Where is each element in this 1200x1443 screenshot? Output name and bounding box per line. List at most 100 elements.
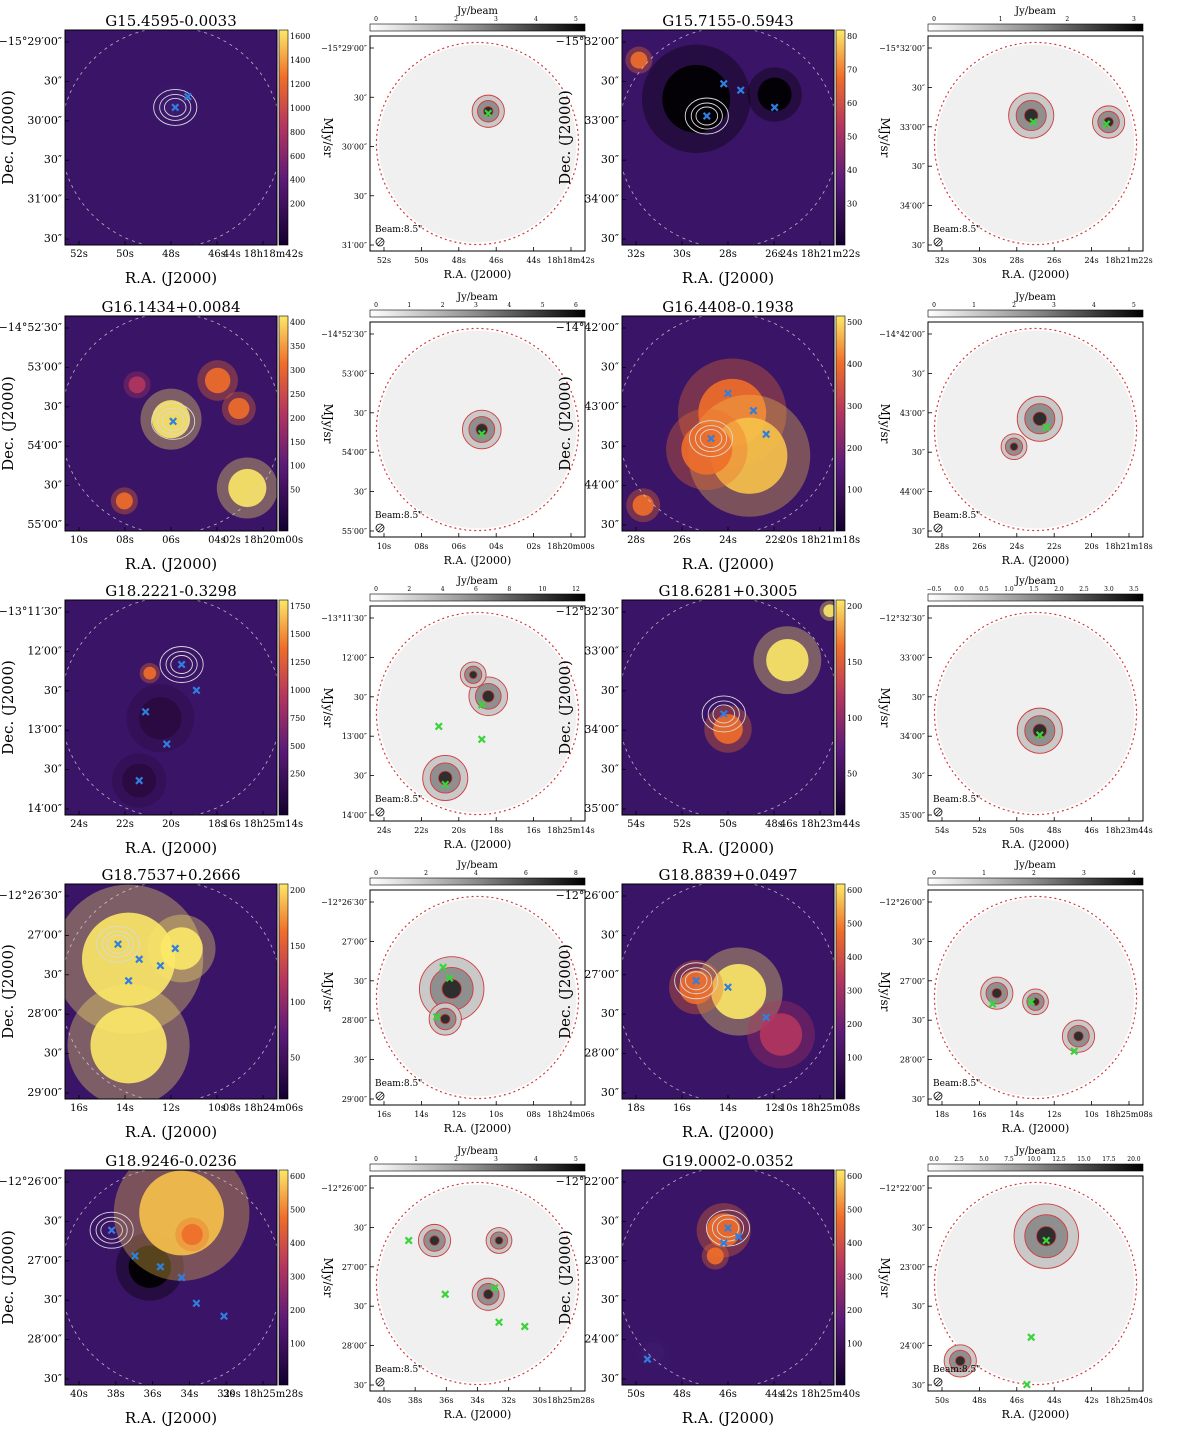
beam-label: Beam:8.5" — [375, 1079, 422, 1089]
ir-dec-tick-label: −12°32′30″ — [556, 605, 619, 618]
dec-axis-label: Dec. (J2000) — [556, 376, 574, 471]
mm-dec-tick-label: 30″ — [354, 1223, 367, 1232]
mm-colorbar-tick: 5.0 — [979, 1156, 989, 1163]
mm-colorbar-unit: Jy/beam — [456, 292, 498, 303]
ir-contour — [163, 97, 187, 117]
ir-colorbar-tick: 600 — [290, 1172, 305, 1181]
ir-colorbar-tick: 200 — [290, 1306, 305, 1315]
mm-dec-tick-label: 30″ — [912, 1302, 925, 1311]
ir-source — [81, 912, 176, 1006]
ir-colorbar — [278, 1169, 289, 1386]
ir-colorbar — [835, 599, 846, 816]
ir-colorbar-tick: 70 — [847, 66, 857, 75]
ir-dec-tick-label: −12°26′00″ — [556, 889, 619, 902]
ir-source — [632, 494, 654, 516]
mm-ra-axis-label: R.A. (J2000) — [1002, 554, 1070, 567]
mm-ra-tick-label: 14s — [1010, 1110, 1024, 1119]
mm-ra-tick-label: 10s — [489, 1110, 503, 1119]
mm-ra-tick-label: 24s — [1010, 542, 1024, 551]
ir-colorbar-tick: 30 — [847, 200, 857, 209]
ir-contour — [159, 93, 192, 121]
mm-ra-axis-label: R.A. (J2000) — [1002, 1408, 1070, 1421]
mm-dec-tick-label: 28′00″ — [342, 1016, 367, 1025]
ir-source — [228, 397, 250, 420]
ir-source — [90, 1007, 167, 1084]
ir-source — [823, 604, 834, 618]
ir-colorbar-tick: 100 — [847, 1340, 862, 1349]
mm-dec-tick-label: 30″ — [912, 693, 925, 702]
mm-ra-tick-label: 02s — [526, 542, 540, 551]
ir-emission — [65, 316, 277, 531]
mm-ra-tick-label: 32s — [935, 256, 949, 265]
ir-ra-tick-label: 30s — [673, 249, 691, 260]
ir-colorbar-tick: 50 — [290, 486, 300, 495]
mm-colorbar-tick: 0.0 — [954, 586, 964, 593]
mm-ra-tick-label: 22s — [1047, 542, 1061, 551]
ir-ra-tick-label: 20s 18h21m18s — [780, 535, 860, 546]
core-marker-blue — [770, 103, 779, 112]
beam-ellipse — [375, 237, 385, 247]
ir-ra-tick-label: 44s — [765, 1389, 783, 1400]
mm-colorbar-tick: 2 — [1012, 302, 1016, 309]
core-marker-green — [1035, 731, 1044, 739]
mm-ra-tick-label: 16s — [526, 826, 540, 835]
core-marker-green — [477, 735, 486, 744]
mm-dec-tick-label: −15°32′00″ — [879, 44, 925, 53]
beam-label: Beam:8.5" — [933, 795, 980, 805]
ir-dec-tick-label: 35′00″ — [584, 802, 619, 815]
ir-source — [630, 51, 648, 69]
ir-source — [139, 697, 182, 740]
ir-source — [160, 90, 191, 121]
mm-dec-tick-label: 30″ — [912, 369, 925, 378]
ir-colorbar-tick: 100 — [290, 1340, 305, 1349]
ir-ra-tick-label: 42s 18h25m40s — [780, 1389, 860, 1400]
mm-ra-tick-label: 16s — [972, 1110, 986, 1119]
core-marker-blue — [762, 1013, 771, 1022]
mm-ra-tick-label: 40s — [377, 1396, 391, 1405]
mm-colorbar — [369, 23, 586, 32]
mm-colorbar-tick: 8 — [574, 870, 578, 877]
ir-contour — [711, 1214, 745, 1242]
ir-contour — [680, 967, 713, 995]
ir-image — [622, 600, 834, 815]
mm-ra-tick-label: 18h25m14s — [547, 826, 594, 835]
core-marker-green — [490, 1283, 499, 1292]
mm-edge-contour — [933, 1181, 1138, 1386]
mm-ra-tick-label: 54s — [935, 826, 949, 835]
mm-ra-tick-label: 08s — [526, 1110, 540, 1119]
mm-dec-tick-label: 30″ — [912, 937, 925, 946]
core-marker-blue — [192, 1299, 201, 1308]
ir-dec-tick-label: 30″ — [601, 1293, 619, 1306]
mm-dec-tick-label: 27′00″ — [342, 937, 367, 946]
mm-ra-tick-label: 44s — [526, 256, 540, 265]
ir-colorbar-tick: 80 — [847, 32, 857, 41]
beam-hatch — [934, 1092, 942, 1101]
ir-contour — [684, 97, 729, 135]
core-marker-blue — [643, 1355, 652, 1364]
mm-ra-tick-label: 18h25m08s — [1105, 1110, 1152, 1119]
mm-ra-tick-label: 18h20m00s — [547, 542, 594, 551]
mm-ra-tick-label: 44s — [1047, 1396, 1061, 1405]
source-title: G16.4408-0.1938 — [662, 298, 794, 316]
core-marker-green — [441, 780, 450, 789]
ir-colorbar — [278, 315, 289, 532]
ir-contour — [674, 962, 719, 1000]
ir-colorbar-tick: 1250 — [290, 658, 310, 667]
core-marker-blue — [135, 955, 144, 964]
mm-dec-tick-label: 30″ — [912, 527, 925, 536]
ir-frame — [64, 1169, 278, 1386]
mm-edge-contour — [933, 41, 1138, 246]
mm-colorbar-tick: 17.5 — [1102, 1156, 1116, 1163]
mm-colorbar-tick: 1 — [972, 302, 976, 309]
mm-dec-tick-label: 34′00″ — [900, 732, 925, 741]
ir-colorbar-tick: 60 — [847, 99, 857, 108]
mm-dec-tick-label: −13°11′30″ — [321, 614, 367, 623]
beam-ellipse — [375, 1377, 385, 1387]
core-marker-green — [439, 963, 448, 972]
mm-colorbar-tick: 8 — [507, 586, 511, 593]
ir-colorbar-tick: 500 — [847, 318, 862, 327]
ir-source — [160, 927, 203, 970]
ir-colorbar-tick: 200 — [847, 1306, 862, 1315]
mm-ra-tick-label: 42s — [1084, 1396, 1098, 1405]
